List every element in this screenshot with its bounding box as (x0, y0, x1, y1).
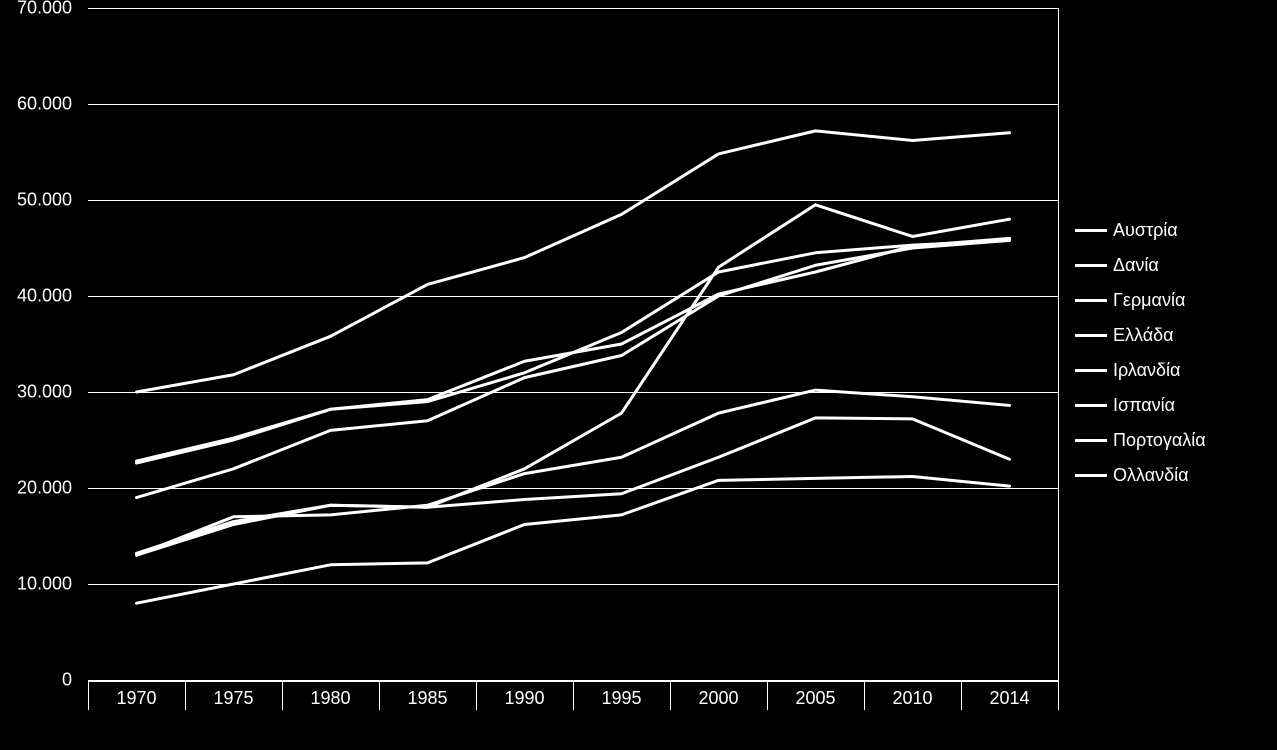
legend-swatch (1075, 334, 1107, 337)
y-tick-label: 20.000 (0, 478, 72, 499)
x-tick-mark (185, 680, 186, 710)
legend-label: Γερμανία (1113, 290, 1185, 311)
x-tick-label: 1975 (213, 688, 253, 709)
x-tick-mark (573, 680, 574, 710)
x-tick-label: 2000 (698, 688, 738, 709)
y-tick-label: 30.000 (0, 382, 72, 403)
y-tick-label: 0 (0, 670, 72, 691)
legend-item: Πορτογαλία (1075, 430, 1206, 451)
gridline (88, 584, 1058, 585)
legend-item: Αυστρία (1075, 220, 1206, 241)
x-tick-mark (476, 680, 477, 710)
series-line (137, 390, 1010, 555)
legend-item: Ελλάδα (1075, 325, 1206, 346)
x-tick-mark (670, 680, 671, 710)
y-tick-label: 70.000 (0, 0, 72, 19)
line-chart: 0 10.000 20.000 30.000 40.000 50.000 60.000 70.… (0, 0, 1277, 750)
x-tick-mark (88, 680, 89, 710)
legend: Αυστρία Δανία Γερμανία Ελλάδα Ιρλανδία Ισπανί… (1075, 220, 1206, 500)
series-line (137, 205, 1010, 555)
x-tick-mark (282, 680, 283, 710)
legend-label: Ολλανδία (1113, 465, 1189, 486)
x-tick-label: 1980 (310, 688, 350, 709)
legend-swatch (1075, 404, 1107, 407)
x-tick-label: 2010 (892, 688, 932, 709)
legend-item: Δανία (1075, 255, 1206, 276)
legend-swatch (1075, 439, 1107, 442)
series-line (137, 418, 1010, 553)
legend-label: Δανία (1113, 255, 1159, 276)
gridline (88, 104, 1058, 105)
gridline (88, 296, 1058, 297)
gridline (88, 8, 1058, 9)
gridline (88, 488, 1058, 489)
y-tick-label: 10.000 (0, 574, 72, 595)
x-tick-mark (379, 680, 380, 710)
legend-item: Ιρλανδία (1075, 360, 1206, 381)
legend-label: Ιρλανδία (1113, 360, 1180, 381)
x-tick-label: 2014 (989, 688, 1029, 709)
x-tick-label: 1990 (504, 688, 544, 709)
x-tick-label: 1970 (116, 688, 156, 709)
legend-label: Ισπανία (1113, 395, 1175, 416)
legend-swatch (1075, 369, 1107, 372)
series-line (137, 240, 1010, 463)
x-tick-label: 2005 (795, 688, 835, 709)
x-axis-line (88, 680, 1058, 682)
legend-item: Ισπανία (1075, 395, 1206, 416)
x-tick-mark (1058, 680, 1059, 710)
series-line (137, 240, 1010, 497)
gridline (88, 200, 1058, 201)
gridline (88, 392, 1058, 393)
legend-label: Ελλάδα (1113, 325, 1174, 346)
x-tick-mark (767, 680, 768, 710)
x-tick-label: 1985 (407, 688, 447, 709)
y-tick-label: 50.000 (0, 190, 72, 211)
y-tick-label: 60.000 (0, 94, 72, 115)
legend-swatch (1075, 229, 1107, 232)
legend-item: Γερμανία (1075, 290, 1206, 311)
legend-swatch (1075, 264, 1107, 267)
legend-swatch (1075, 474, 1107, 477)
legend-label: Αυστρία (1113, 220, 1178, 241)
legend-item: Ολλανδία (1075, 465, 1206, 486)
legend-swatch (1075, 299, 1107, 302)
x-tick-mark (864, 680, 865, 710)
x-tick-label: 1995 (601, 688, 641, 709)
x-tick-mark (961, 680, 962, 710)
y-tick-label: 40.000 (0, 286, 72, 307)
legend-label: Πορτογαλία (1113, 430, 1206, 451)
